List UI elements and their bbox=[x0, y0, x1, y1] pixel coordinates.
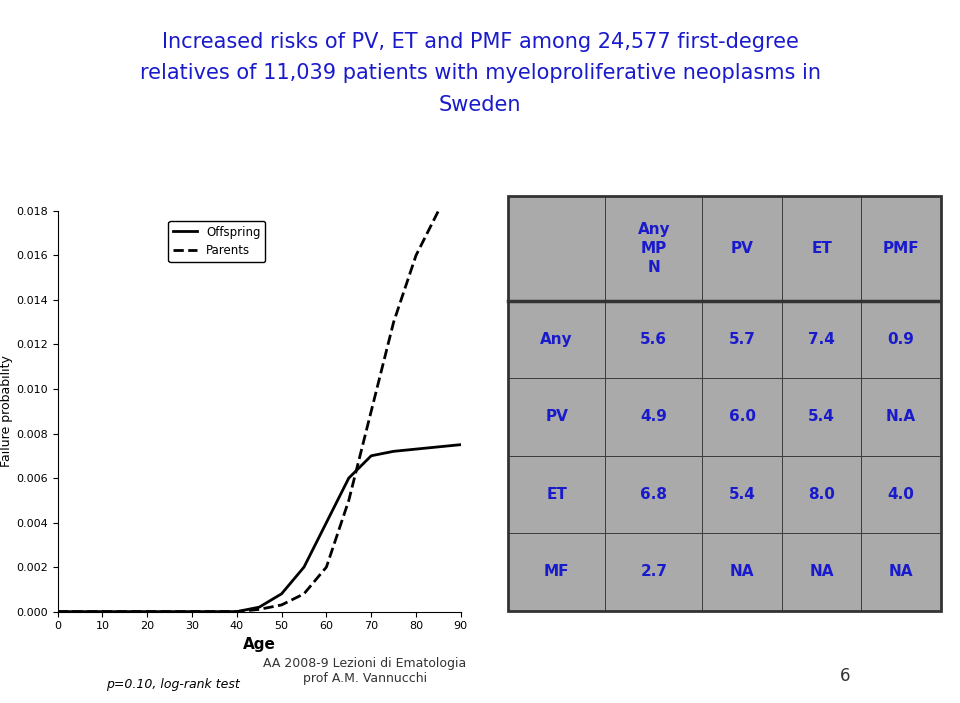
Offspring bbox=[299, 563, 310, 572]
Parents bbox=[231, 607, 243, 616]
Bar bbox=[508, 456, 605, 533]
Text: PV: PV bbox=[545, 409, 568, 425]
Bar bbox=[861, 533, 941, 610]
Bar bbox=[861, 301, 941, 378]
Bar bbox=[781, 301, 861, 378]
Text: Any: Any bbox=[540, 332, 573, 347]
Bar bbox=[781, 533, 861, 610]
Bar bbox=[508, 196, 605, 301]
Text: 4.9: 4.9 bbox=[640, 409, 667, 425]
Text: Sweden: Sweden bbox=[439, 95, 521, 115]
Offspring bbox=[455, 440, 467, 449]
Text: NA: NA bbox=[730, 565, 755, 579]
Text: ET: ET bbox=[546, 486, 567, 502]
Parents bbox=[186, 607, 198, 616]
Offspring bbox=[141, 607, 153, 616]
Text: NA: NA bbox=[889, 565, 913, 579]
Text: 5.6: 5.6 bbox=[640, 332, 667, 347]
Offspring bbox=[97, 607, 108, 616]
Offspring bbox=[321, 518, 332, 527]
Bar bbox=[703, 196, 781, 301]
Bar bbox=[861, 456, 941, 533]
Bar bbox=[703, 301, 781, 378]
Offspring bbox=[253, 603, 265, 612]
Text: ET: ET bbox=[811, 241, 832, 256]
Offspring bbox=[52, 607, 63, 616]
Text: 6: 6 bbox=[840, 667, 850, 685]
Bar bbox=[605, 533, 703, 610]
Parents bbox=[299, 590, 310, 598]
Line: Parents: Parents bbox=[58, 188, 461, 612]
Parents bbox=[276, 600, 287, 609]
Text: Increased risks of PV, ET and PMF among 24,577 first-degree: Increased risks of PV, ET and PMF among … bbox=[161, 32, 799, 51]
Text: Any
MP
N: Any MP N bbox=[637, 222, 670, 275]
Parents bbox=[208, 607, 220, 616]
Text: PV: PV bbox=[731, 241, 754, 256]
Text: MF: MF bbox=[544, 565, 569, 579]
Bar bbox=[605, 378, 703, 456]
Offspring bbox=[276, 590, 287, 598]
Text: 8.0: 8.0 bbox=[808, 486, 835, 502]
Offspring bbox=[410, 445, 421, 453]
Text: 7.4: 7.4 bbox=[808, 332, 835, 347]
Text: 0.9: 0.9 bbox=[888, 332, 915, 347]
Parents bbox=[455, 184, 467, 193]
Bar bbox=[703, 378, 781, 456]
Parents bbox=[433, 207, 444, 215]
Bar bbox=[703, 456, 781, 533]
X-axis label: Age: Age bbox=[243, 637, 276, 652]
Offspring bbox=[388, 447, 399, 456]
Bar bbox=[781, 196, 861, 301]
Y-axis label: Failure probability: Failure probability bbox=[0, 355, 13, 467]
Bar bbox=[861, 378, 941, 456]
Text: N.A: N.A bbox=[886, 409, 916, 425]
Text: 6.0: 6.0 bbox=[729, 409, 756, 425]
Text: 4.0: 4.0 bbox=[888, 486, 915, 502]
Text: 6.8: 6.8 bbox=[640, 486, 667, 502]
Text: 5.4: 5.4 bbox=[808, 409, 835, 425]
Offspring bbox=[366, 451, 377, 460]
Offspring bbox=[231, 607, 243, 616]
Bar bbox=[703, 533, 781, 610]
Text: 5.4: 5.4 bbox=[729, 486, 756, 502]
Offspring bbox=[343, 474, 354, 482]
Bar bbox=[605, 456, 703, 533]
Bar bbox=[508, 378, 605, 456]
Parents bbox=[321, 563, 332, 572]
Offspring bbox=[433, 443, 444, 451]
Parents bbox=[366, 407, 377, 415]
Bar bbox=[508, 533, 605, 610]
Bar bbox=[508, 301, 605, 378]
Text: 2.7: 2.7 bbox=[640, 565, 667, 579]
Text: AA 2008-9 Lezioni di Ematologia
prof A.M. Vannucchi: AA 2008-9 Lezioni di Ematologia prof A.M… bbox=[263, 657, 467, 685]
Bar bbox=[605, 196, 703, 301]
Bar bbox=[781, 378, 861, 456]
Parents bbox=[253, 605, 265, 614]
Offspring bbox=[208, 607, 220, 616]
Parents bbox=[52, 607, 63, 616]
Text: p=0.10, log-rank test: p=0.10, log-rank test bbox=[106, 678, 240, 691]
Parents bbox=[410, 251, 421, 259]
Bar bbox=[861, 196, 941, 301]
Parents bbox=[388, 318, 399, 326]
Text: NA: NA bbox=[809, 565, 834, 579]
Parents bbox=[141, 607, 153, 616]
Bar bbox=[781, 456, 861, 533]
Line: Offspring: Offspring bbox=[58, 444, 461, 612]
Offspring bbox=[186, 607, 198, 616]
Parents bbox=[343, 496, 354, 505]
Parents bbox=[97, 607, 108, 616]
Text: relatives of 11,039 patients with myeloproliferative neoplasms in: relatives of 11,039 patients with myelop… bbox=[139, 63, 821, 83]
Text: PMF: PMF bbox=[883, 241, 920, 256]
Bar bbox=[605, 301, 703, 378]
Text: 5.7: 5.7 bbox=[729, 332, 756, 347]
Legend: Offspring, Parents: Offspring, Parents bbox=[168, 221, 265, 262]
